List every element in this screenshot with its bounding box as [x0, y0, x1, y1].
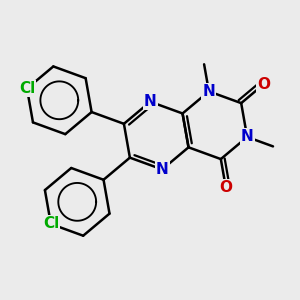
Text: N: N [202, 84, 215, 99]
Text: O: O [219, 180, 232, 195]
Text: N: N [241, 130, 253, 145]
Text: Cl: Cl [19, 81, 35, 96]
Text: N: N [144, 94, 157, 109]
Text: Cl: Cl [43, 217, 59, 232]
Text: O: O [257, 77, 270, 92]
Text: N: N [156, 162, 169, 177]
